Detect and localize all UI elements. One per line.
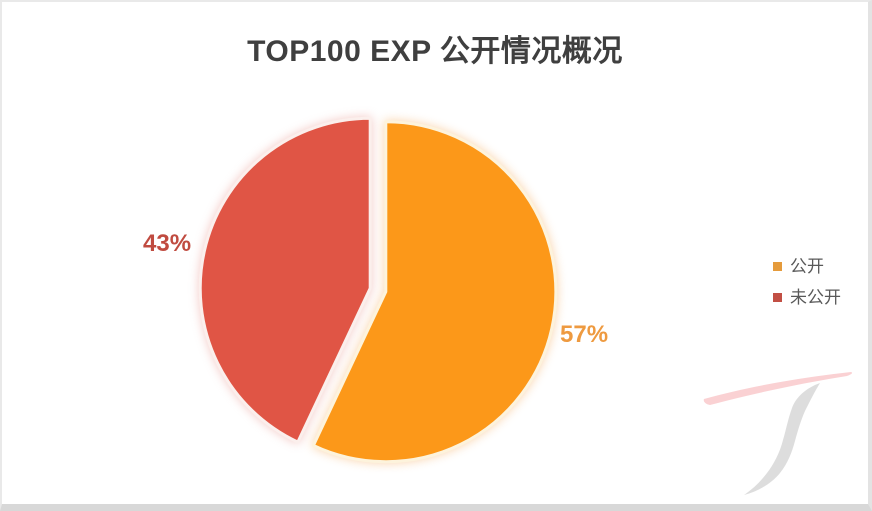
legend-item-not-open[interactable]: 未公开 bbox=[773, 289, 841, 306]
legend-label-not-open: 未公开 bbox=[790, 288, 841, 307]
legend-label-open: 公开 bbox=[790, 257, 824, 276]
legend-marker-open-icon bbox=[773, 262, 782, 271]
pie-slice-open[interactable] bbox=[311, 120, 558, 464]
legend-item-open[interactable]: 公开 bbox=[773, 258, 841, 275]
watermark-pink-brush-icon bbox=[703, 372, 853, 405]
percent-label-open: 57% bbox=[560, 321, 609, 348]
chart-title: TOP100 EXP 公开情况概况 bbox=[247, 35, 623, 68]
watermark-logo bbox=[703, 372, 853, 495]
legend-marker-not-open-icon bbox=[773, 293, 782, 302]
percent-label-not-open: 43% bbox=[143, 230, 192, 257]
legend: 公开 未公开 bbox=[773, 258, 841, 306]
watermark-gray-brush-icon bbox=[744, 383, 820, 495]
pie-slice-not-open[interactable] bbox=[198, 116, 372, 444]
